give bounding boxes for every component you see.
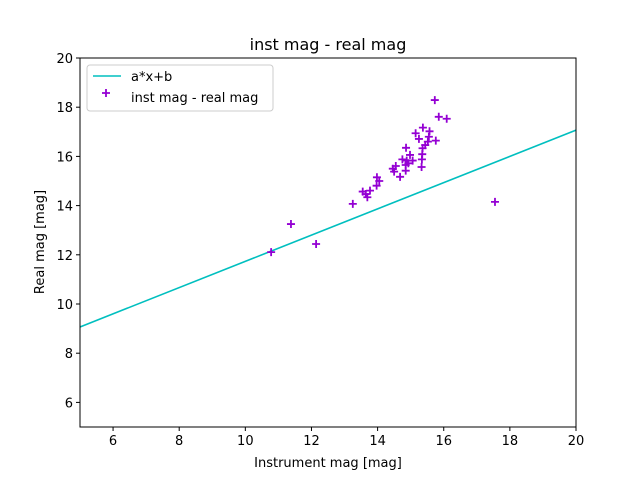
scatter-point — [396, 172, 405, 181]
scatter-point — [414, 134, 423, 143]
y-tick-label: 16 — [56, 150, 73, 165]
scatter-point — [398, 155, 407, 164]
y-tick-label: 12 — [56, 249, 73, 264]
legend-label-scatter: inst mag - real mag — [131, 91, 258, 106]
y-axis-label: Real mag [mag] — [33, 190, 48, 294]
scatter-point — [490, 197, 499, 206]
x-tick-label: 8 — [175, 434, 183, 449]
chart-title: inst mag - real mag — [250, 35, 407, 54]
x-tick-label: 10 — [237, 434, 254, 449]
scatter-point — [391, 161, 400, 170]
x-tick-label: 12 — [303, 434, 320, 449]
scatter-point — [363, 193, 372, 202]
scatter-point — [424, 132, 433, 141]
scatter-point — [372, 181, 381, 190]
scatter-point — [286, 220, 295, 229]
x-tick-label: 20 — [568, 434, 585, 449]
scatter-point — [348, 199, 357, 208]
scatter-point — [267, 248, 276, 257]
scatter-point — [442, 114, 451, 123]
y-tick-label: 14 — [56, 200, 73, 215]
scatter-point — [390, 167, 399, 176]
scatter-point — [375, 177, 384, 185]
x-tick-label: 14 — [369, 434, 386, 449]
y-tick-label: 8 — [65, 347, 73, 362]
scatter-point — [418, 123, 427, 132]
fit-line — [80, 129, 576, 328]
scatter-point — [411, 129, 420, 138]
scatter-point — [406, 150, 415, 159]
scatter-point — [430, 96, 439, 105]
y-tick-label: 18 — [56, 101, 73, 116]
y-tick-label: 6 — [65, 396, 73, 411]
scatter-point — [365, 186, 374, 195]
legend-plus-marker — [102, 89, 110, 97]
x-tick-label: 6 — [109, 434, 117, 449]
scatter-point — [417, 162, 426, 171]
scatter-point — [402, 143, 411, 152]
scatter-point — [417, 155, 426, 164]
legend-label-fit: a*x+b — [131, 70, 172, 85]
x-tick-label: 18 — [502, 434, 519, 449]
y-tick-label: 20 — [56, 52, 73, 67]
scatter-point — [401, 166, 410, 175]
scatter-point — [431, 136, 440, 145]
x-tick-label: 16 — [435, 434, 452, 449]
legend: a*x+b inst mag - real mag — [86, 64, 274, 112]
plot-frame — [79, 57, 577, 428]
y-tick-label: 10 — [56, 298, 73, 313]
scatter-point — [312, 239, 321, 248]
scatter-point — [434, 112, 443, 121]
x-axis-label: Instrument mag [mag] — [254, 456, 402, 471]
